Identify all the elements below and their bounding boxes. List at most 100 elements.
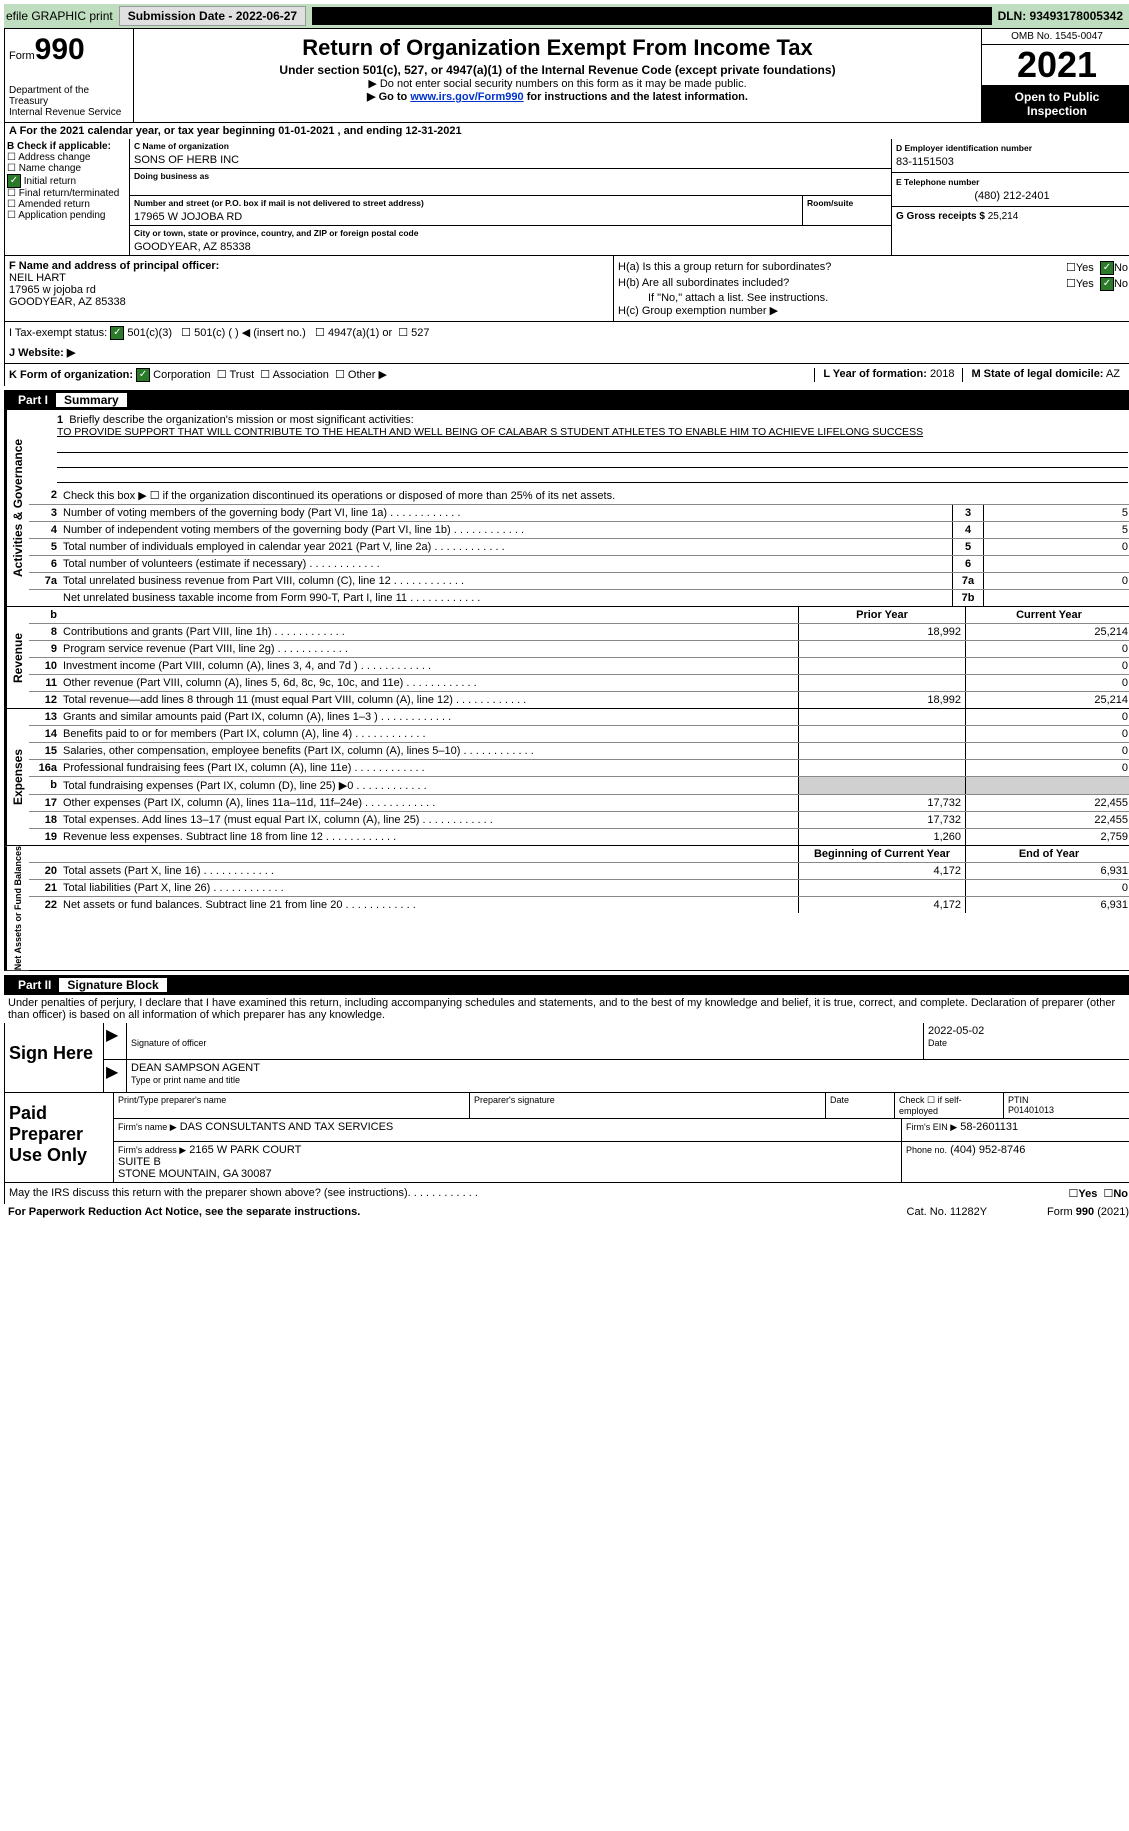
tax-year: 2021 [982,45,1129,86]
ein-label: D Employer identification number [896,143,1032,153]
summary-row: 4Number of independent voting members of… [29,522,1129,539]
block-f-h: F Name and address of principal officer:… [4,256,1129,322]
mission-text: TO PROVIDE SUPPORT THAT WILL CONTRIBUTE … [57,426,923,438]
irs-link[interactable]: www.irs.gov/Form990 [410,91,523,103]
side-revenue: Revenue [5,607,29,708]
may-yes: ☐Yes [1068,1187,1097,1200]
summary-row: 7aTotal unrelated business revenue from … [29,573,1129,590]
section-f: F Name and address of principal officer:… [5,256,613,321]
may-no: ☐No [1103,1187,1128,1200]
ha-yes: ☐Yes [1066,261,1094,275]
part1-header: Part I Summary [4,390,1129,410]
prep-label: Paid Preparer Use Only [5,1093,114,1182]
line-a: A For the 2021 calendar year, or tax yea… [4,123,1129,139]
block-i-j: I Tax-exempt status: ✓ 501(c)(3) ☐ 501(c… [4,322,1129,364]
b-opt-0: ☐ Address change [7,152,90,163]
ha-label: H(a) Is this a group return for subordin… [618,261,1066,275]
footer-mid: Cat. No. 11282Y [907,1206,988,1218]
summary-row: 14Benefits paid to or for members (Part … [29,726,1129,743]
part2-header: Part II Signature Block [4,975,1129,995]
header-mid: Return of Organization Exempt From Incom… [134,29,981,122]
hb-yes: ☐Yes [1066,277,1094,291]
part1-num: Part I [10,393,56,407]
col-beg: Beginning of Current Year [798,846,965,862]
form-title: Return of Organization Exempt From Incom… [138,35,977,61]
b-opt-4: ☐ Amended return [7,199,90,210]
col-prior: Prior Year [798,607,965,623]
header-left: Form990 Department of the Treasury Inter… [5,29,134,122]
j-label: J Website: ▶ [9,347,75,359]
prep-c5: PTINP01401013 [1004,1093,1129,1118]
ha-no: ✓No [1100,261,1128,275]
summary-row: 18Total expenses. Add lines 13–17 (must … [29,812,1129,829]
officer-name: NEIL HART [9,272,66,284]
header-right: OMB No. 1545-0047 2021 Open to Public In… [981,29,1129,122]
c-name-label: C Name of organization [134,141,229,151]
phone-value: (480) 212-2401 [896,190,1128,202]
hb-note: If "No," attach a list. See instructions… [618,292,1128,304]
mission-block: 1 Briefly describe the organization's mi… [29,410,1129,487]
part1-title: Summary [56,393,127,407]
preparer-block: Paid Preparer Use Only Print/Type prepar… [4,1093,1129,1183]
arrow-icon: ▶ [104,1060,126,1092]
prep-c4: Check ☐ if self-employed [895,1093,1004,1118]
arrow-icon: ▶ [104,1023,126,1059]
b-label: B Check if applicable: [7,141,111,152]
mission-label: Briefly describe the organization's miss… [69,414,413,426]
b-opt-5: ☐ Application pending [7,210,106,221]
dba-label: Doing business as [134,171,209,181]
summary-row: 8Contributions and grants (Part VIII, li… [29,624,1129,641]
col-curr: Current Year [965,607,1129,623]
b-opt-1: ☐ Name change [7,163,81,174]
sign-here-label: Sign Here [5,1023,104,1092]
summary-row: 5Total number of individuals employed in… [29,539,1129,556]
block-b-c-d: B Check if applicable: ☐ Address change … [4,139,1129,256]
gross-label: G Gross receipts $ [896,211,985,222]
i-label: I Tax-exempt status: [9,327,107,339]
form-note1: ▶ Do not enter social security numbers o… [138,77,977,90]
summary-row: 13Grants and similar amounts paid (Part … [29,709,1129,726]
section-deg: D Employer identification number 83-1151… [891,139,1129,255]
prep-c3: Date [826,1093,895,1118]
submission-button[interactable]: Submission Date - 2022-06-27 [119,6,306,26]
l-field: L Year of formation: 2018 [814,368,962,382]
section-b: B Check if applicable: ☐ Address change … [5,139,130,255]
part2-num: Part II [10,978,59,992]
b-opt-3: ☐ Final return/terminated [7,188,119,199]
summary-row: 16aProfessional fundraising fees (Part I… [29,760,1129,777]
side-activities: Activities & Governance [5,410,29,606]
summary-row: 3Number of voting members of the governi… [29,505,1129,522]
sign-block: Sign Here ▶ Signature of officer 2022-05… [4,1023,1129,1093]
summary-row: 9Program service revenue (Part VIII, lin… [29,641,1129,658]
hb-no: ✓No [1100,277,1128,291]
summary-row: 17Other expenses (Part IX, column (A), l… [29,795,1129,812]
hb-label: H(b) Are all subordinates included? [618,277,1066,291]
revenue-section: Revenue b Prior Year Current Year 8Contr… [4,607,1129,709]
section-c: C Name of organization SONS OF HERB INC … [130,139,891,255]
city-label: City or town, state or province, country… [134,228,418,238]
activities-section: Activities & Governance 1 Briefly descri… [4,410,1129,607]
footer-left: For Paperwork Reduction Act Notice, see … [8,1206,360,1218]
ein-value: 83-1151503 [896,156,1128,168]
open-inspection: Open to Public Inspection [982,86,1129,122]
declaration: Under penalties of perjury, I declare th… [4,995,1129,1023]
prep-c2: Preparer's signature [470,1093,826,1118]
firm-addr: Firm's address ▶ 2165 W PARK COURT SUITE… [114,1142,902,1182]
page-footer: For Paperwork Reduction Act Notice, see … [4,1204,1129,1220]
hc-label: H(c) Group exemption number ▶ [618,304,1128,317]
dln-label: DLN: 93493178005342 [998,9,1129,23]
netassets-section: Net Assets or Fund Balances Beginning of… [4,846,1129,971]
street-label: Number and street (or P.O. box if mail i… [134,198,424,208]
block-klm: K Form of organization: ✓ Corporation ☐ … [4,364,1129,386]
part2-title: Signature Block [59,978,166,992]
firm-name: Firm's name ▶ DAS CONSULTANTS AND TAX SE… [114,1119,902,1141]
efile-label: efile GRAPHIC print [6,9,113,23]
summary-row: 12Total revenue—add lines 8 through 11 (… [29,692,1129,708]
k-label: K Form of organization: ✓ Corporation ☐ … [9,368,387,382]
topbar-spacer [312,7,991,25]
officer-addr1: 17965 w jojoba rd [9,284,96,296]
firm-ein: Firm's EIN ▶ 58-2601131 [902,1119,1129,1141]
b-opt-2: ✓ Initial return [7,176,76,187]
side-net: Net Assets or Fund Balances [5,846,29,970]
room-label: Room/suite [807,198,853,208]
